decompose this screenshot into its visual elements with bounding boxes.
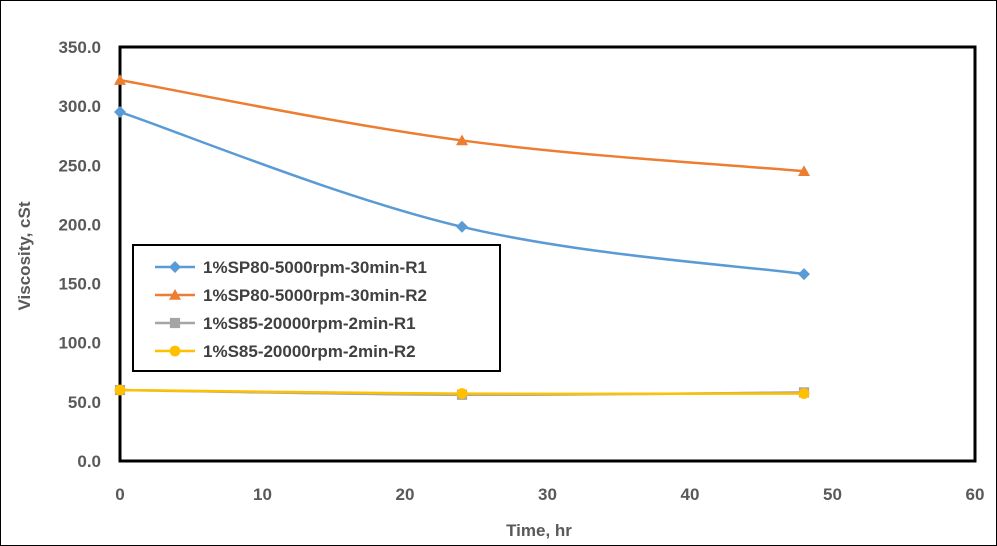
x-axis-title: Time, hr — [506, 521, 572, 540]
legend-label: 1%SP80-5000rpm-30min-R1 — [203, 258, 427, 277]
data-point — [114, 106, 126, 119]
x-tick-label: 40 — [681, 485, 700, 504]
y-tick-labels: 0.0 50.0 100.0 150.0 200.0 250.0 300.0 350.0 — [58, 38, 101, 471]
y-tick-label: 200.0 — [58, 215, 101, 234]
legend-item: 1%S85-20000rpm-2min-R2 — [155, 342, 416, 361]
legend-item: 1%S85-20000rpm-2min-R1 — [155, 314, 416, 333]
data-point — [114, 74, 126, 85]
y-tick-label: 250.0 — [58, 156, 101, 175]
legend-label: 1%S85-20000rpm-2min-R2 — [203, 342, 416, 361]
y-tick-label: 100.0 — [58, 334, 101, 353]
x-tick-label: 30 — [538, 485, 557, 504]
data-point — [798, 165, 810, 176]
legend: 1%SP80-5000rpm-30min-R1 1%SP80-5000rpm-30… — [132, 244, 501, 372]
x-tick-label: 50 — [823, 485, 842, 504]
legend-item: 1%SP80-5000rpm-30min-R2 — [155, 286, 427, 305]
x-tick-labels: 0 10 20 30 40 50 60 — [115, 485, 984, 504]
y-axis-title: Viscosity, cSt — [15, 201, 34, 310]
x-tick-label: 60 — [966, 485, 985, 504]
legend-item: 1%SP80-5000rpm-30min-R1 — [155, 258, 427, 277]
x-tick-label: 10 — [253, 485, 272, 504]
x-tick-label: 0 — [115, 485, 124, 504]
data-point — [456, 220, 468, 233]
series-4 — [114, 384, 810, 399]
data-point — [798, 388, 810, 399]
legend-marker — [169, 261, 181, 273]
y-tick-label: 50.0 — [68, 393, 101, 412]
legend-label: 1%S85-20000rpm-2min-R1 — [203, 314, 416, 333]
series-2 — [114, 74, 810, 176]
y-tick-label: 350.0 — [58, 38, 101, 57]
y-tick-label: 0.0 — [77, 452, 101, 471]
x-tick-label: 20 — [396, 485, 415, 504]
data-point — [456, 134, 468, 146]
legend-label: 1%SP80-5000rpm-30min-R2 — [203, 286, 427, 305]
y-tick-label: 150.0 — [58, 275, 101, 294]
legend-marker — [169, 345, 181, 357]
y-tick-label: 300.0 — [58, 97, 101, 116]
data-point — [456, 388, 468, 399]
legend-marker — [169, 289, 181, 300]
data-point — [798, 268, 810, 281]
legend-marker — [169, 317, 181, 329]
data-point — [114, 384, 126, 396]
series-1 — [114, 106, 810, 281]
